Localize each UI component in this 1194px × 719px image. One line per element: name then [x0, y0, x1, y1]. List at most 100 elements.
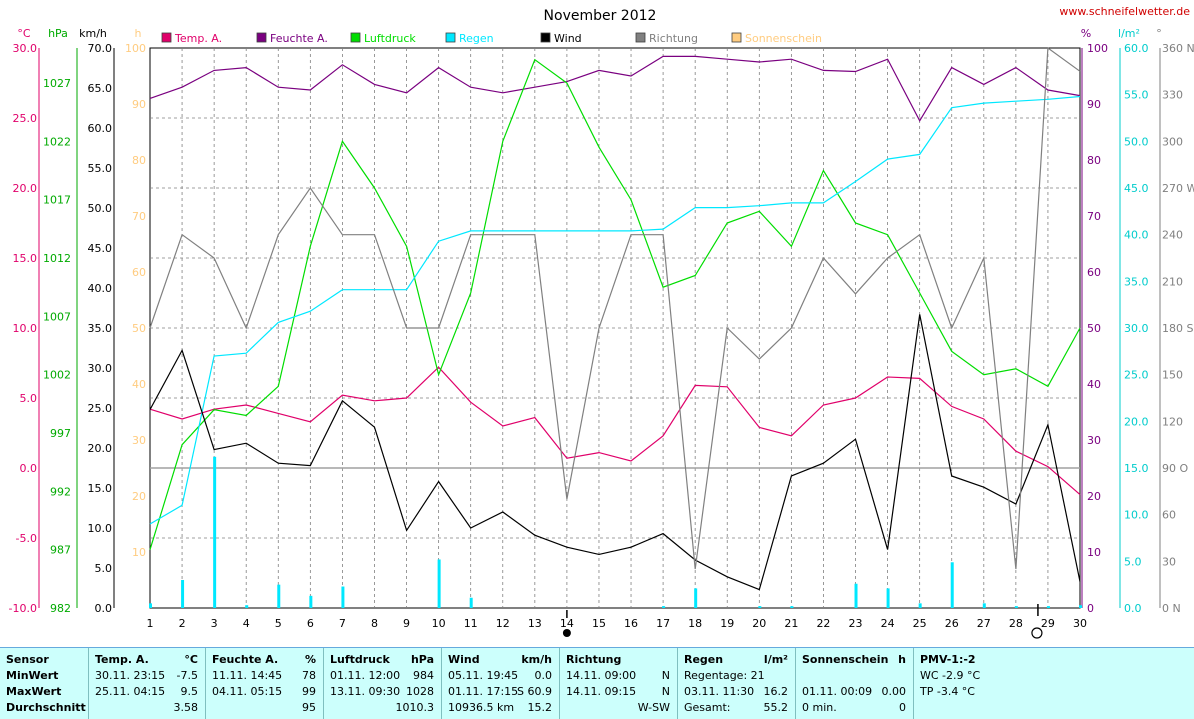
pressure-unit-label: hPa — [48, 27, 68, 40]
direction-tick-label: 30 — [1162, 555, 1176, 568]
temp-unit: °C — [184, 653, 198, 666]
pressure-tick-label: 1027 — [43, 77, 71, 90]
temp-tick-label: 20.0 — [13, 182, 38, 195]
rain-tick-label: 30.0 — [1124, 322, 1149, 335]
temp-unit-label: °C — [17, 27, 31, 40]
sun-tick-label: 80 — [132, 154, 146, 167]
humidity-tick-label: 0 — [1087, 602, 1094, 615]
wind-min-value: 0.0 — [534, 669, 553, 682]
wind-header: Wind — [448, 653, 480, 666]
wind-avg: 15.2 — [527, 701, 553, 714]
stats-sun: Sonnenschein h 01.11. 00:09 0.00 0 min. 0 — [795, 648, 914, 719]
legend-label: Richtung — [649, 32, 698, 45]
rain-tick-label: 40.0 — [1124, 229, 1149, 242]
rain-unit: l/m² — [763, 653, 788, 666]
sun-min-date: 01.11. 00:09 — [802, 685, 873, 698]
sun-tick-label: 70 — [132, 210, 146, 223]
legend-swatch — [161, 32, 172, 43]
humidity-header: Feuchte A. — [212, 653, 279, 666]
pressure-tick-label: 1007 — [43, 310, 71, 323]
rain-tick-label: 60.0 — [1124, 42, 1149, 55]
x-tick-label: 6 — [307, 617, 314, 630]
legend-swatch — [256, 32, 267, 43]
pressure-max-value: 1028 — [406, 685, 434, 698]
rain-bar — [341, 586, 345, 608]
sun-tick-label: 10 — [132, 546, 146, 559]
rain-bar — [437, 559, 441, 608]
humidity-unit-label: % — [1081, 27, 1091, 40]
humidity-tick-label: 10 — [1087, 546, 1101, 559]
wind-tick-label: 15.0 — [88, 482, 113, 495]
wind-max-date: 01.11. 17:15 — [448, 685, 519, 698]
wind-max-value: S 60.9 — [517, 685, 552, 698]
temp-tick-label: 10.0 — [13, 322, 38, 335]
stats-panel: Sensor MinWert MaxWert Durchschnitt Temp… — [0, 647, 1194, 719]
x-tick-label: 13 — [528, 617, 542, 630]
direction-avg: W-SW — [637, 701, 670, 714]
series-line — [149, 58, 1081, 550]
series-line — [149, 314, 1081, 591]
pressure-tick-label: 982 — [50, 602, 71, 615]
new-moon-icon — [562, 629, 571, 637]
temp-avg: 3.58 — [173, 701, 199, 714]
pressure-tick-label: 1022 — [43, 135, 71, 148]
x-tick-label: 21 — [784, 617, 798, 630]
wind-tick-label: 45.0 — [88, 242, 113, 255]
sun-tick-label: 90 — [132, 98, 146, 111]
rain-bar — [1079, 605, 1082, 608]
rain-bar — [213, 456, 217, 608]
rain-bar — [469, 597, 473, 608]
pressure-tick-label: 987 — [50, 544, 71, 557]
rain-tick-label: 50.0 — [1124, 135, 1149, 148]
rain-header: Regen — [684, 653, 724, 666]
direction-tick-label: 240 — [1162, 229, 1183, 242]
wind-tick-label: 35.0 — [88, 322, 113, 335]
x-axis: 1 2 3 4 5 6 7 8 9 10 11 12 13 14 15 16 17 18 19 20 21 22 23 24 2… — [147, 604, 1087, 639]
rain-tick-label: 45.0 — [1124, 182, 1149, 195]
x-tick-label: 10 — [432, 617, 446, 630]
rain-bar — [149, 603, 152, 608]
x-tick-label: 25 — [913, 617, 927, 630]
row-label-min: MinWert — [6, 669, 59, 682]
wind-tick-label: 20.0 — [88, 442, 113, 455]
rain-bar — [982, 603, 986, 608]
humidity-tick-label: 40 — [1087, 378, 1101, 391]
series-line — [149, 95, 1081, 525]
x-tick-label: 2 — [179, 617, 186, 630]
legend-swatch — [350, 32, 361, 43]
pmv-tp: TP -3.4 °C — [920, 685, 975, 698]
direction-tick-label: 360 N — [1162, 42, 1194, 55]
direction-min-date: 14.11. 09:00 — [566, 669, 637, 682]
x-tick-label: 24 — [881, 617, 895, 630]
wind-tick-label: 50.0 — [88, 202, 113, 215]
rain-bars — [149, 456, 1082, 608]
x-tick-label: 29 — [1041, 617, 1055, 630]
rain-max-value: 16.2 — [763, 685, 789, 698]
temp-max-value: 9.5 — [180, 685, 199, 698]
site-link[interactable]: www.schneifelwetter.de — [1059, 5, 1190, 18]
rain-bar — [662, 606, 666, 608]
sensor-header: Sensor — [6, 653, 49, 666]
rain-bar — [277, 584, 281, 608]
rain-max-date: 03.11. 11:30 — [684, 685, 755, 698]
rain-bar — [854, 583, 858, 608]
wind-tick-label: 70.0 — [88, 42, 113, 55]
x-tick-label: 19 — [720, 617, 734, 630]
pressure-tick-label: 1012 — [43, 252, 71, 265]
x-tick-label: 15 — [592, 617, 606, 630]
direction-tick-label: 270 W — [1162, 182, 1194, 195]
chart-title: November 2012 — [544, 8, 657, 24]
legend-swatch — [731, 32, 742, 43]
humidity-tick-label: 30 — [1087, 434, 1101, 447]
rain-bar — [309, 595, 313, 608]
humidity-tick-label: 70 — [1087, 210, 1101, 223]
temp-tick-label: 5.0 — [20, 392, 38, 405]
pressure-header: Luftdruck — [330, 653, 390, 666]
wind-total: 10936.5 km — [448, 701, 515, 714]
humidity-tick-label: 50 — [1087, 322, 1101, 335]
x-tick-label: 4 — [243, 617, 250, 630]
direction-tick-label: 150 — [1162, 369, 1183, 382]
rain-tick-label: 35.0 — [1124, 275, 1149, 288]
pressure-unit: hPa — [410, 653, 434, 666]
temp-max-date: 25.11. 04:15 — [95, 685, 166, 698]
